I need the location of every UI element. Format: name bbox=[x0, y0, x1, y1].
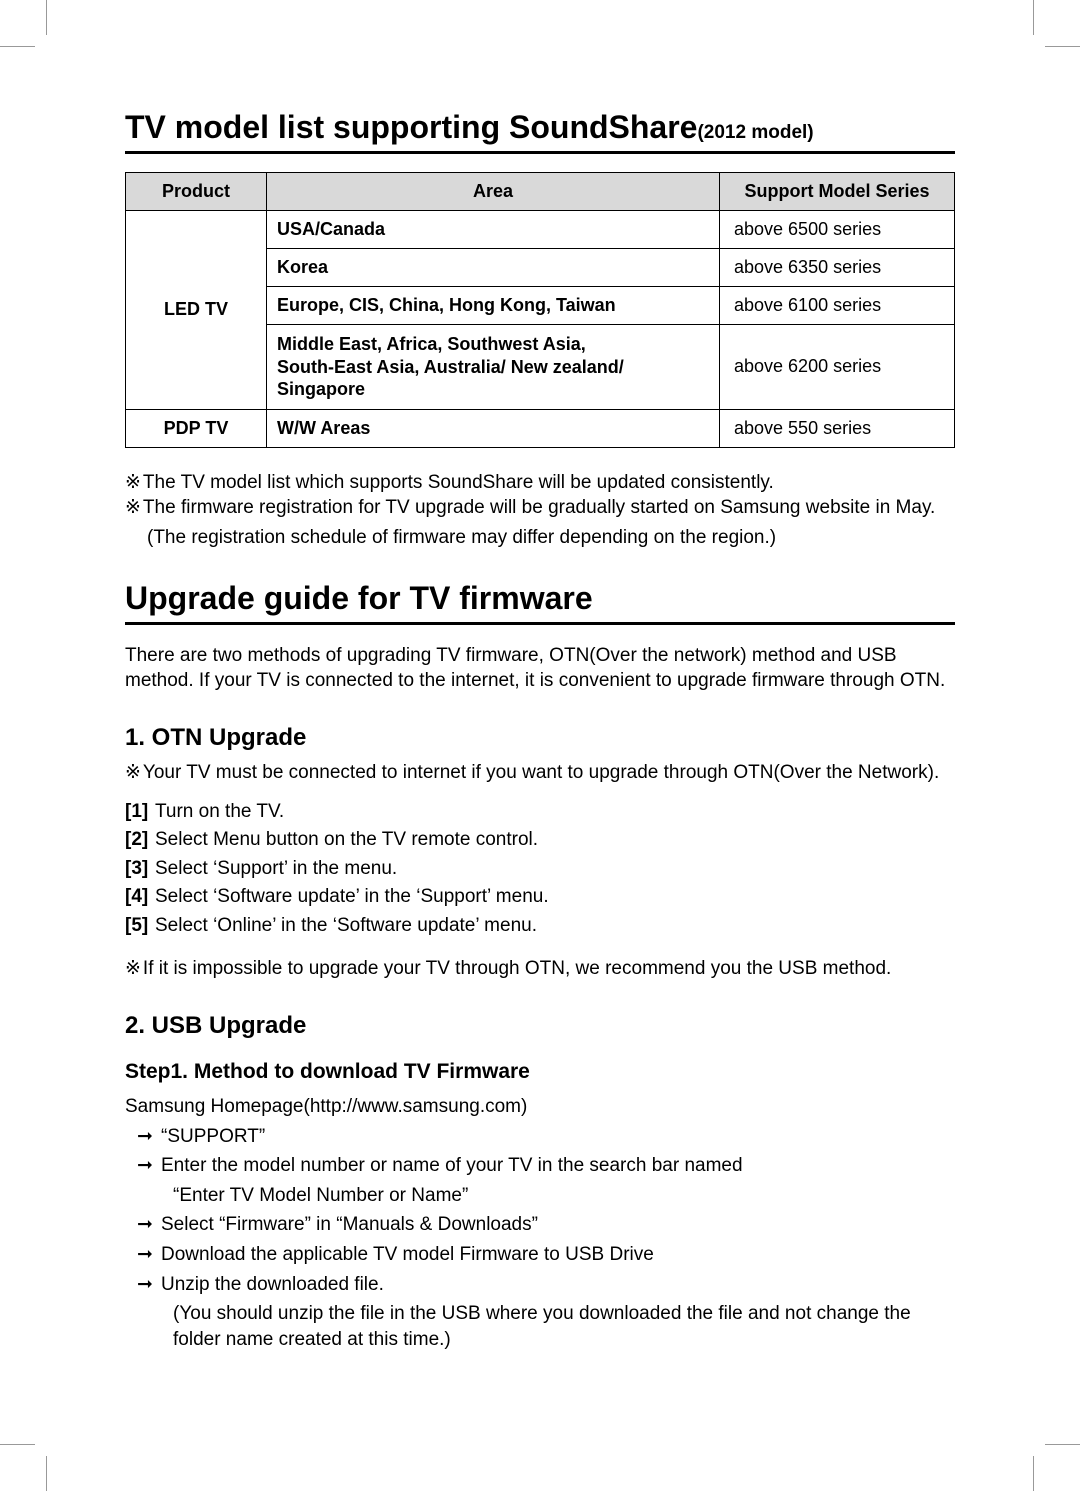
cell-area: W/W Areas bbox=[267, 409, 720, 447]
arrow-subtext: “Enter TV Model Number or Name” bbox=[137, 1183, 955, 1209]
step-text: Select ‘Software update’ in the ‘Support… bbox=[155, 883, 549, 912]
reference-mark-icon: ※ bbox=[125, 495, 143, 521]
step-item: [1]Turn on the TV. bbox=[125, 798, 955, 827]
arrow-right-icon: ➞ bbox=[137, 1124, 161, 1150]
cell-area-line1: Middle East, Africa, Southwest Asia, bbox=[277, 334, 586, 354]
arrow-text: Download the applicable TV model Firmwar… bbox=[161, 1242, 955, 1268]
cell-series: above 6350 series bbox=[720, 249, 955, 287]
arrow-text: Enter the model number or name of your T… bbox=[161, 1153, 955, 1179]
otn-note-text: Your TV must be connected to internet if… bbox=[143, 760, 939, 786]
subheading-usb: 2. USB Upgrade bbox=[125, 1012, 955, 1040]
section-heading-soundshare: TV model list supporting SoundShare(2012… bbox=[125, 110, 955, 154]
arrow-text: Unzip the downloaded file. bbox=[161, 1272, 955, 1298]
crop-mark bbox=[1045, 1444, 1080, 1445]
arrow-item: ➞ Enter the model number or name of your… bbox=[137, 1153, 955, 1179]
crop-mark bbox=[46, 1456, 47, 1491]
subheading-otn: 1. OTN Upgrade bbox=[125, 724, 955, 752]
cell-series: above 6100 series bbox=[720, 287, 955, 325]
arrow-item: ➞ Unzip the downloaded file. bbox=[137, 1272, 955, 1298]
usb-arrow-list: ➞ “SUPPORT” ➞ Enter the model number or … bbox=[137, 1124, 955, 1353]
arrow-text: “SUPPORT” bbox=[161, 1124, 955, 1150]
arrow-item: ➞ “SUPPORT” bbox=[137, 1124, 955, 1150]
step-item: [4]Select ‘Software update’ in the ‘Supp… bbox=[125, 883, 955, 912]
cell-area: USA/Canada bbox=[267, 211, 720, 249]
crop-mark bbox=[0, 46, 35, 47]
crop-mark bbox=[1045, 46, 1080, 47]
step-text: Select ‘Online’ in the ‘Software update’… bbox=[155, 912, 537, 941]
arrow-text: Select “Firmware” in “Manuals & Download… bbox=[161, 1212, 955, 1238]
heading-main: TV model list supporting SoundShare bbox=[125, 109, 697, 145]
cell-series: above 6200 series bbox=[720, 325, 955, 410]
arrow-right-icon: ➞ bbox=[137, 1242, 161, 1268]
reference-mark-icon: ※ bbox=[125, 760, 143, 786]
note-text: The TV model list which supports SoundSh… bbox=[143, 470, 774, 496]
intro-paragraph: There are two methods of upgrading TV fi… bbox=[125, 643, 955, 694]
arrow-right-icon: ➞ bbox=[137, 1212, 161, 1238]
step-number: [5] bbox=[125, 912, 155, 941]
arrow-right-icon: ➞ bbox=[137, 1153, 161, 1179]
usb-step1-heading: Step1. Method to download TV Firmware bbox=[125, 1060, 955, 1084]
note-line: ※ The TV model list which supports Sound… bbox=[125, 470, 955, 496]
col-area: Area bbox=[267, 173, 720, 211]
note-text: The firmware registration for TV upgrade… bbox=[143, 495, 935, 521]
document-page: TV model list supporting SoundShare(2012… bbox=[0, 0, 1080, 1491]
usb-homepage-line: Samsung Homepage(http://www.samsung.com) bbox=[125, 1094, 955, 1120]
otn-footer-note: ※ If it is impossible to upgrade your TV… bbox=[125, 956, 955, 982]
heading-suffix: (2012 model) bbox=[697, 122, 813, 143]
step-text: Select Menu button on the TV remote cont… bbox=[155, 826, 538, 855]
note-line: ※ The firmware registration for TV upgra… bbox=[125, 495, 955, 521]
cell-area: Korea bbox=[267, 249, 720, 287]
cell-area: Europe, CIS, China, Hong Kong, Taiwan bbox=[267, 287, 720, 325]
col-series: Support Model Series bbox=[720, 173, 955, 211]
cell-series: above 6500 series bbox=[720, 211, 955, 249]
cell-area: Middle East, Africa, Southwest Asia, Sou… bbox=[267, 325, 720, 410]
reference-mark-icon: ※ bbox=[125, 470, 143, 496]
arrow-item: ➞ Download the applicable TV model Firmw… bbox=[137, 1242, 955, 1268]
tv-model-table: Product Area Support Model Series LED TV… bbox=[125, 172, 955, 448]
step-number: [2] bbox=[125, 826, 155, 855]
step-item: [2]Select Menu button on the TV remote c… bbox=[125, 826, 955, 855]
cell-product-led: LED TV bbox=[126, 211, 267, 410]
reference-mark-icon: ※ bbox=[125, 956, 143, 982]
table-row: LED TV USA/Canada above 6500 series bbox=[126, 211, 955, 249]
step-item: [3]Select ‘Support’ in the menu. bbox=[125, 855, 955, 884]
note-subtext: (The registration schedule of firmware m… bbox=[125, 525, 955, 551]
step-text: Select ‘Support’ in the menu. bbox=[155, 855, 397, 884]
cell-area-line2: South-East Asia, Australia/ New zealand/… bbox=[277, 357, 624, 400]
otn-steps: [1]Turn on the TV. [2]Select Menu button… bbox=[125, 798, 955, 941]
step-number: [3] bbox=[125, 855, 155, 884]
col-product: Product bbox=[126, 173, 267, 211]
section-heading-upgrade: Upgrade guide for TV firmware bbox=[125, 581, 955, 625]
cell-product-pdp: PDP TV bbox=[126, 409, 267, 447]
crop-mark bbox=[46, 0, 47, 35]
crop-mark bbox=[1033, 0, 1034, 35]
arrow-right-icon: ➞ bbox=[137, 1272, 161, 1298]
step-number: [4] bbox=[125, 883, 155, 912]
crop-mark bbox=[0, 1444, 35, 1445]
crop-mark bbox=[1033, 1456, 1034, 1491]
otn-footer-text: If it is impossible to upgrade your TV t… bbox=[143, 956, 891, 982]
cell-series: above 550 series bbox=[720, 409, 955, 447]
arrow-item: ➞ Select “Firmware” in “Manuals & Downlo… bbox=[137, 1212, 955, 1238]
table-row: PDP TV W/W Areas above 550 series bbox=[126, 409, 955, 447]
step-item: [5]Select ‘Online’ in the ‘Software upda… bbox=[125, 912, 955, 941]
step-text: Turn on the TV. bbox=[155, 798, 284, 827]
arrow-subtext: (You should unzip the file in the USB wh… bbox=[137, 1301, 955, 1352]
otn-note: ※ Your TV must be connected to internet … bbox=[125, 760, 955, 786]
step-number: [1] bbox=[125, 798, 155, 827]
